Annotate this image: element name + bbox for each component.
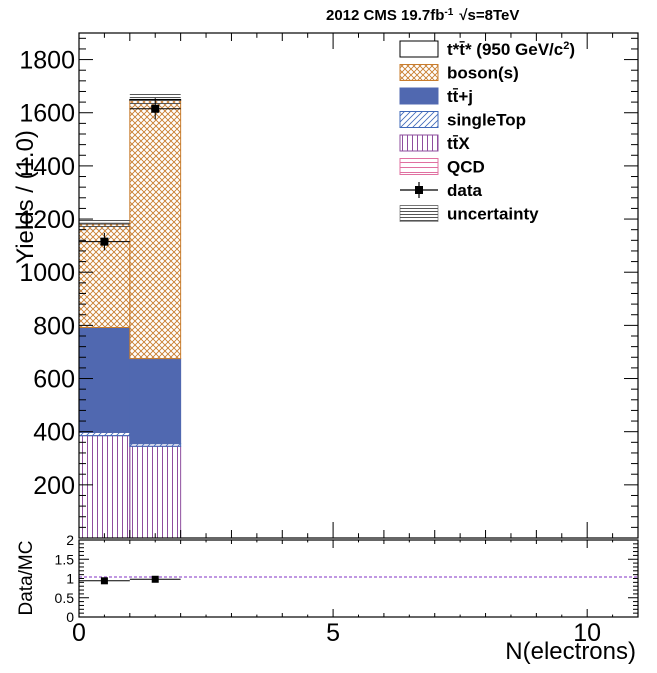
legend: t*t̄* (950 GeV/c2) boson(s) tt̄+j singleTop… bbox=[399, 40, 575, 224]
x-axis-ticks: 0 5 10 bbox=[72, 540, 639, 647]
bar-ttj-bin-1 bbox=[129, 358, 182, 445]
y-tick-label: 1400 bbox=[19, 153, 75, 181]
legend-label: QCD bbox=[447, 158, 485, 177]
ratio-y-tick-label: 0.5 bbox=[55, 590, 75, 606]
y-tick-label: 1800 bbox=[19, 47, 75, 75]
ratio-y-tick-label: 1.5 bbox=[55, 551, 75, 567]
x-tick-label: 5 bbox=[326, 619, 340, 647]
x-tick-label: 0 bbox=[72, 619, 86, 647]
x-axis-label: N(electrons) bbox=[505, 638, 636, 665]
legend-swatch-signal bbox=[399, 40, 439, 58]
data-point-1 bbox=[151, 104, 160, 113]
legend-label: boson(s) bbox=[447, 64, 519, 83]
y-axis-ticks: 200 400 600 800 1000 1200 1400 1600 1800 bbox=[19, 37, 638, 539]
legend-swatch-singletop bbox=[399, 111, 439, 128]
y-tick-label: 1000 bbox=[19, 259, 75, 287]
legend-label: tt̄+j bbox=[447, 87, 473, 106]
legend-label: t*t̄* (950 GeV/c2) bbox=[447, 40, 575, 59]
data-point-0 bbox=[100, 237, 109, 246]
bar-ttx-bin-1 bbox=[129, 445, 182, 539]
bar-boson-bin-1 bbox=[129, 99, 182, 360]
legend-swatch-boson bbox=[399, 64, 439, 81]
bar-ttj-bin-0 bbox=[78, 326, 131, 433]
sqrt-symbol: √ bbox=[459, 7, 468, 24]
y-tick-label: 400 bbox=[33, 419, 75, 447]
legend-label: data bbox=[447, 181, 483, 200]
legend-swatch-ttx bbox=[399, 134, 439, 152]
legend-swatch-data-marker bbox=[415, 186, 423, 194]
y-tick-label: 600 bbox=[33, 366, 75, 394]
stacked-bars bbox=[78, 98, 182, 539]
legend-swatch-qcd bbox=[399, 158, 439, 175]
y-tick-label: 200 bbox=[33, 472, 75, 500]
x-tick-label: 10 bbox=[573, 619, 601, 647]
ratio-point-1 bbox=[151, 575, 159, 583]
legend-label: singleTop bbox=[447, 111, 526, 130]
legend-label: tt̄X bbox=[447, 134, 470, 153]
ratio-points bbox=[79, 575, 181, 585]
y-tick-label: 800 bbox=[33, 312, 75, 340]
uncertainty-band-bin-0 bbox=[79, 218, 130, 230]
ratio-plot-frame bbox=[78, 539, 639, 618]
legend-label: uncertainty bbox=[447, 205, 539, 224]
data-points bbox=[79, 98, 181, 251]
y-tick-label: 1600 bbox=[19, 100, 75, 128]
ratio-y-tick-label: 2 bbox=[66, 532, 74, 548]
ratio-y-axis-ticks: 2 1.5 1 0.5 0 bbox=[55, 532, 638, 625]
chart-title: 2012 CMS 19.7fb-1 √s=8TeV bbox=[326, 7, 519, 25]
ratio-y-tick-label: 0 bbox=[66, 609, 74, 625]
legend-swatch-ttj bbox=[399, 87, 439, 105]
y-axis-label: Yields / (1.0) bbox=[12, 130, 39, 264]
ratio-y-axis-label: Data/MC bbox=[16, 541, 37, 616]
ratio-point-0 bbox=[100, 577, 108, 585]
x-axis-ticks-main bbox=[78, 33, 639, 538]
y-tick-label: 1200 bbox=[19, 206, 75, 234]
ratio-y-tick-label: 1 bbox=[66, 571, 74, 587]
legend-swatch-uncertainty bbox=[399, 205, 439, 222]
bar-ttx-bin-0 bbox=[78, 435, 131, 539]
